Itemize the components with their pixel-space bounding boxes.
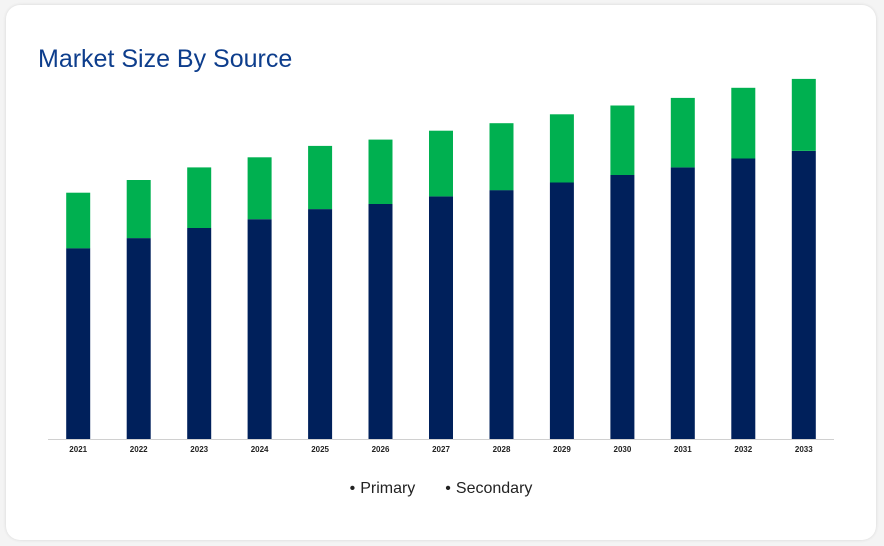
bar-secondary-2025[interactable] bbox=[308, 145, 333, 210]
x-tick-label-2026: 2026 bbox=[372, 445, 390, 454]
x-tick-label-2021: 2021 bbox=[69, 445, 87, 454]
x-tick-label-2024: 2024 bbox=[251, 445, 269, 454]
x-tick-label-2029: 2029 bbox=[553, 445, 571, 454]
stacked-bar-chart: 2021 2022 2023 2024 2025 2026 2027 2028 2029 2030… bbox=[48, 78, 834, 454]
x-tick-label-2030: 2030 bbox=[614, 445, 632, 454]
bar-primary-2025[interactable] bbox=[308, 209, 333, 439]
bar-primary-2031[interactable] bbox=[670, 167, 695, 439]
bar-secondary-2033[interactable] bbox=[791, 78, 816, 151]
x-tick-label-2022: 2022 bbox=[130, 445, 148, 454]
bar-primary-2032[interactable] bbox=[731, 158, 756, 440]
x-tick-label-2032: 2032 bbox=[734, 445, 752, 454]
x-tick-label-2027: 2027 bbox=[432, 445, 450, 454]
x-tick-label-2023: 2023 bbox=[190, 445, 208, 454]
x-tick-label-2028: 2028 bbox=[493, 445, 511, 454]
bar-secondary-2024[interactable] bbox=[247, 157, 272, 220]
bar-secondary-2031[interactable] bbox=[670, 97, 695, 168]
bar-secondary-2028[interactable] bbox=[489, 123, 514, 191]
legend-item-primary[interactable]: • Primary bbox=[350, 480, 416, 498]
bar-secondary-2021[interactable] bbox=[66, 192, 91, 249]
legend-label-secondary: Secondary bbox=[455, 480, 533, 497]
bar-primary-2021[interactable] bbox=[66, 248, 91, 439]
legend-item-secondary[interactable]: Secondary • Secondary bbox=[445, 480, 532, 498]
bar-primary-2033[interactable] bbox=[791, 151, 816, 439]
bar-primary-2027[interactable] bbox=[429, 196, 453, 439]
bar-secondary-2029[interactable] bbox=[549, 114, 574, 183]
bar-secondary-2027[interactable] bbox=[429, 130, 453, 197]
legend-label-primary: Primary bbox=[360, 480, 416, 497]
bar-secondary-2030[interactable] bbox=[610, 105, 635, 176]
legend-marker-secondary-dot: • bbox=[445, 480, 451, 497]
x-tick-label-2025: 2025 bbox=[311, 445, 329, 454]
bar-primary-2029[interactable] bbox=[549, 182, 574, 440]
bar-secondary-2022[interactable] bbox=[126, 180, 151, 239]
chart-title: Market Size By Source bbox=[38, 45, 293, 73]
bar-primary-2028[interactable] bbox=[489, 190, 514, 439]
bar-primary-2026[interactable] bbox=[368, 204, 393, 439]
bar-secondary-2023[interactable] bbox=[187, 167, 212, 228]
bar-primary-2023[interactable] bbox=[187, 228, 212, 439]
x-tick-label-2031: 2031 bbox=[674, 445, 692, 454]
chart-card: Market Size By Source 2021 2022 2023 2024 20… bbox=[6, 5, 876, 540]
bar-secondary-2026[interactable] bbox=[368, 139, 393, 204]
bar-primary-2024[interactable] bbox=[247, 219, 272, 439]
bar-primary-2022[interactable] bbox=[126, 238, 151, 439]
bar-primary-2030[interactable] bbox=[610, 175, 635, 439]
x-tick-label-2033: 2033 bbox=[795, 445, 813, 454]
chart-legend: • Primary Secondary • Secondary bbox=[6, 480, 876, 498]
bar-secondary-2032[interactable] bbox=[731, 87, 756, 159]
legend-marker-primary: • bbox=[349, 480, 356, 497]
